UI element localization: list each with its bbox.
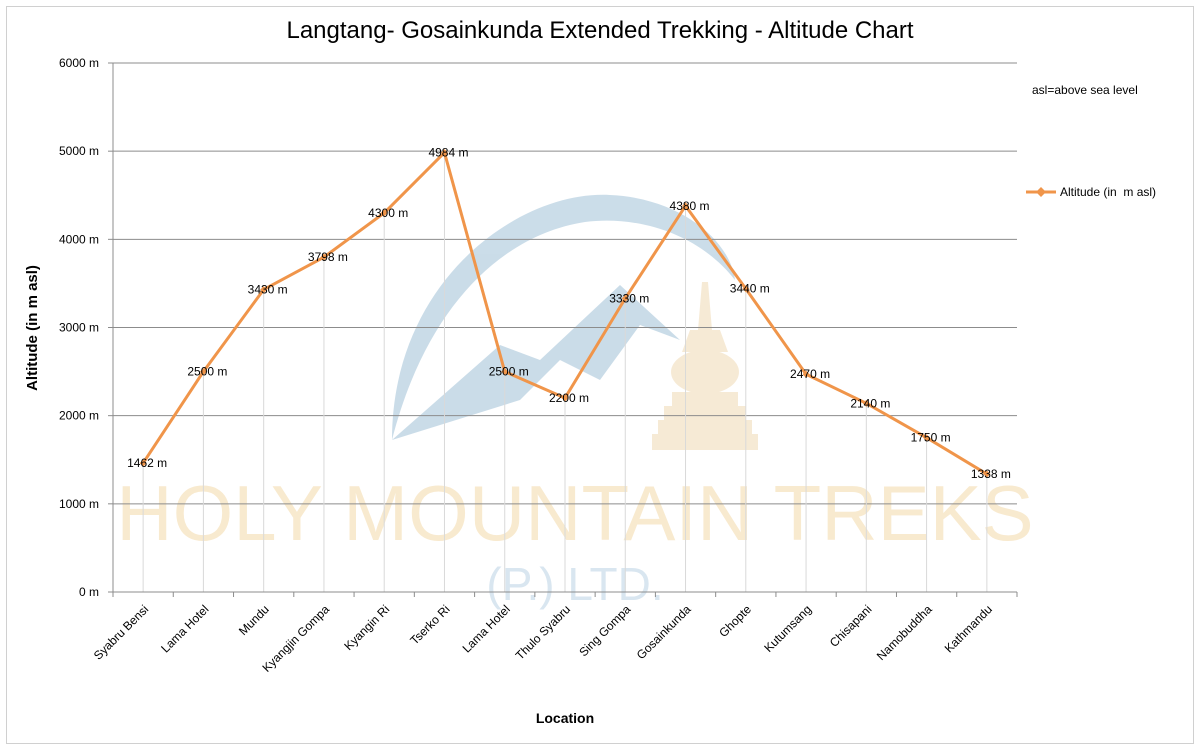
data-label: 4380 m xyxy=(670,199,710,213)
data-point xyxy=(621,294,629,302)
data-label: 2470 m xyxy=(790,367,830,381)
data-label-layer: 1462 m 2500 m 3430 m 3798 m 4300 m 4984 m 2500… xyxy=(127,146,1011,481)
chart-title: Langtang- Gosainkunda Extended Trekking … xyxy=(286,17,913,44)
watermark xyxy=(392,194,758,450)
data-point xyxy=(923,434,931,442)
x-tick-label: Thulo Syabru xyxy=(513,602,573,662)
legend-series-label: Altitude (in m asl) xyxy=(1060,185,1156,199)
data-point xyxy=(440,149,448,157)
watermark-swoosh-logo xyxy=(392,194,735,440)
y-tick-label: 6000 m xyxy=(59,56,99,70)
y-tick-label: 3000 m xyxy=(59,321,99,335)
data-label: 3330 m xyxy=(609,291,649,305)
legend-diamond-marker xyxy=(1036,187,1046,197)
data-label: 4300 m xyxy=(368,206,408,220)
y-tick-label: 2000 m xyxy=(59,409,99,423)
x-tick-label: Lama Hotel xyxy=(460,602,513,655)
data-label: 2500 m xyxy=(489,365,529,379)
x-tick-label: Lama Hotel xyxy=(158,602,211,655)
x-tick-label: Ghopte xyxy=(716,602,754,640)
asl-note: asl=above sea level xyxy=(1032,83,1138,97)
x-tick-label: Gosainkunda xyxy=(634,602,694,662)
x-tick-label: Kutumsang xyxy=(761,602,814,655)
x-tick-label: Sing Gompa xyxy=(576,602,633,659)
data-point xyxy=(682,202,690,210)
data-label: 3430 m xyxy=(248,283,288,297)
data-label: 1750 m xyxy=(911,431,951,445)
data-point xyxy=(260,286,268,294)
y-tick-label: 5000 m xyxy=(59,144,99,158)
data-point xyxy=(139,459,147,467)
data-point xyxy=(561,394,569,402)
watermark-company-suffix: (P.) LTD. xyxy=(486,558,663,610)
y-tick-label: 1000 m xyxy=(59,497,99,511)
y-axis-title: Altitude (in m asl) xyxy=(24,265,41,391)
data-point xyxy=(320,253,328,261)
x-tick-label: Mundu xyxy=(236,602,272,638)
x-axis-title: Location xyxy=(536,710,594,726)
data-label: 2200 m xyxy=(549,391,589,405)
data-point xyxy=(380,209,388,217)
data-label: 1338 m xyxy=(971,467,1011,481)
data-point xyxy=(742,285,750,293)
data-label: 3440 m xyxy=(730,282,770,296)
drop-lines-layer xyxy=(142,152,988,592)
data-point xyxy=(802,370,810,378)
data-label: 2500 m xyxy=(187,365,227,379)
y-tick-label: 4000 m xyxy=(59,232,99,246)
watermark-company-name: HOLY MOUNTAIN TREKS xyxy=(116,469,1033,557)
data-label: 3798 m xyxy=(308,250,348,264)
legend: Altitude (in m asl) xyxy=(1026,185,1156,199)
x-tick-label: Syabru Bensi xyxy=(91,602,151,662)
watermark-stupa-logo xyxy=(652,282,758,450)
series-layer xyxy=(139,149,991,478)
x-tick-label: Tserko Ri xyxy=(407,602,452,647)
x-tick-label: Namobuddha xyxy=(874,602,935,663)
data-point xyxy=(501,368,509,376)
data-point xyxy=(983,470,991,478)
y-tick-label: 0 m xyxy=(79,585,99,599)
data-point xyxy=(862,399,870,407)
data-label: 1462 m xyxy=(127,456,167,470)
x-tick-label: Chisapani xyxy=(827,602,875,650)
x-tick-label: Kathmandu xyxy=(942,602,995,655)
watermark-mountain-logo xyxy=(392,285,680,440)
x-tick-label: Kyangin Ri xyxy=(341,602,392,653)
data-label: 2140 m xyxy=(850,396,890,410)
data-point xyxy=(199,368,207,376)
chart-frame xyxy=(6,6,1194,744)
data-label: 4984 m xyxy=(428,146,468,160)
